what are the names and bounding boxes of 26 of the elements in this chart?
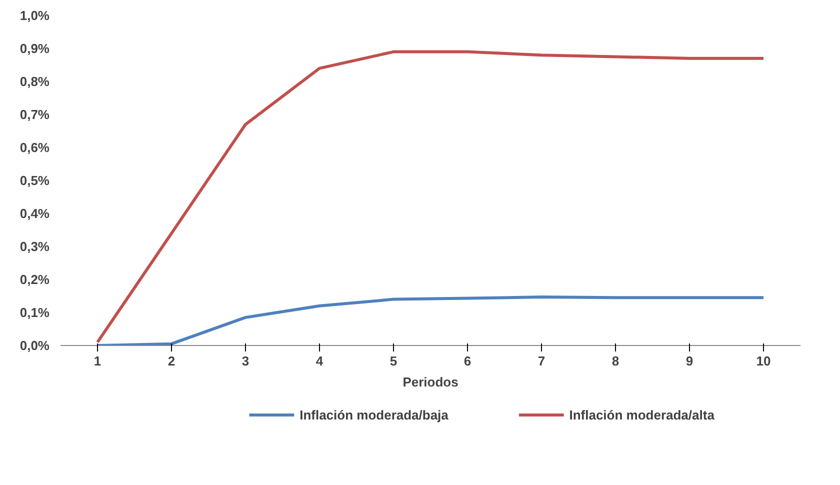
x-tick-label: 10 [756, 354, 771, 368]
y-tick-label: 1,0% [20, 8, 50, 23]
y-tick-label: 0,8% [20, 74, 50, 89]
x-tick-label: 3 [242, 354, 250, 368]
y-tick-label: 0,3% [20, 239, 50, 254]
y-tick-label: 0,1% [20, 305, 50, 320]
line-series [96, 50, 765, 344]
x-tick-label: 9 [686, 354, 694, 368]
y-tick-label: 0,0% [20, 338, 50, 353]
y-tick-label: 0,2% [20, 272, 50, 287]
x-tick-label: 2 [168, 354, 176, 368]
x-tick-label: 6 [464, 354, 472, 368]
y-tick-label: 0,4% [20, 206, 50, 221]
y-tick-label: 0,5% [20, 173, 50, 188]
x-axis-title: Periodos [402, 374, 458, 390]
x-tick-label: 8 [612, 354, 620, 368]
line-series [96, 295, 765, 346]
y-tick-label: 0,6% [20, 140, 50, 155]
x-tick-label: 1 [94, 354, 102, 368]
x-tick-label: 5 [390, 354, 398, 368]
y-tick-label: 0,7% [20, 107, 50, 122]
x-tick-label: 4 [316, 354, 324, 368]
legend-label: Inflación moderada/baja [300, 408, 450, 422]
x-tick-label: 7 [538, 354, 546, 368]
legend-label: Inflación moderada/alta [569, 408, 716, 422]
y-tick-label: 0,9% [20, 41, 50, 56]
